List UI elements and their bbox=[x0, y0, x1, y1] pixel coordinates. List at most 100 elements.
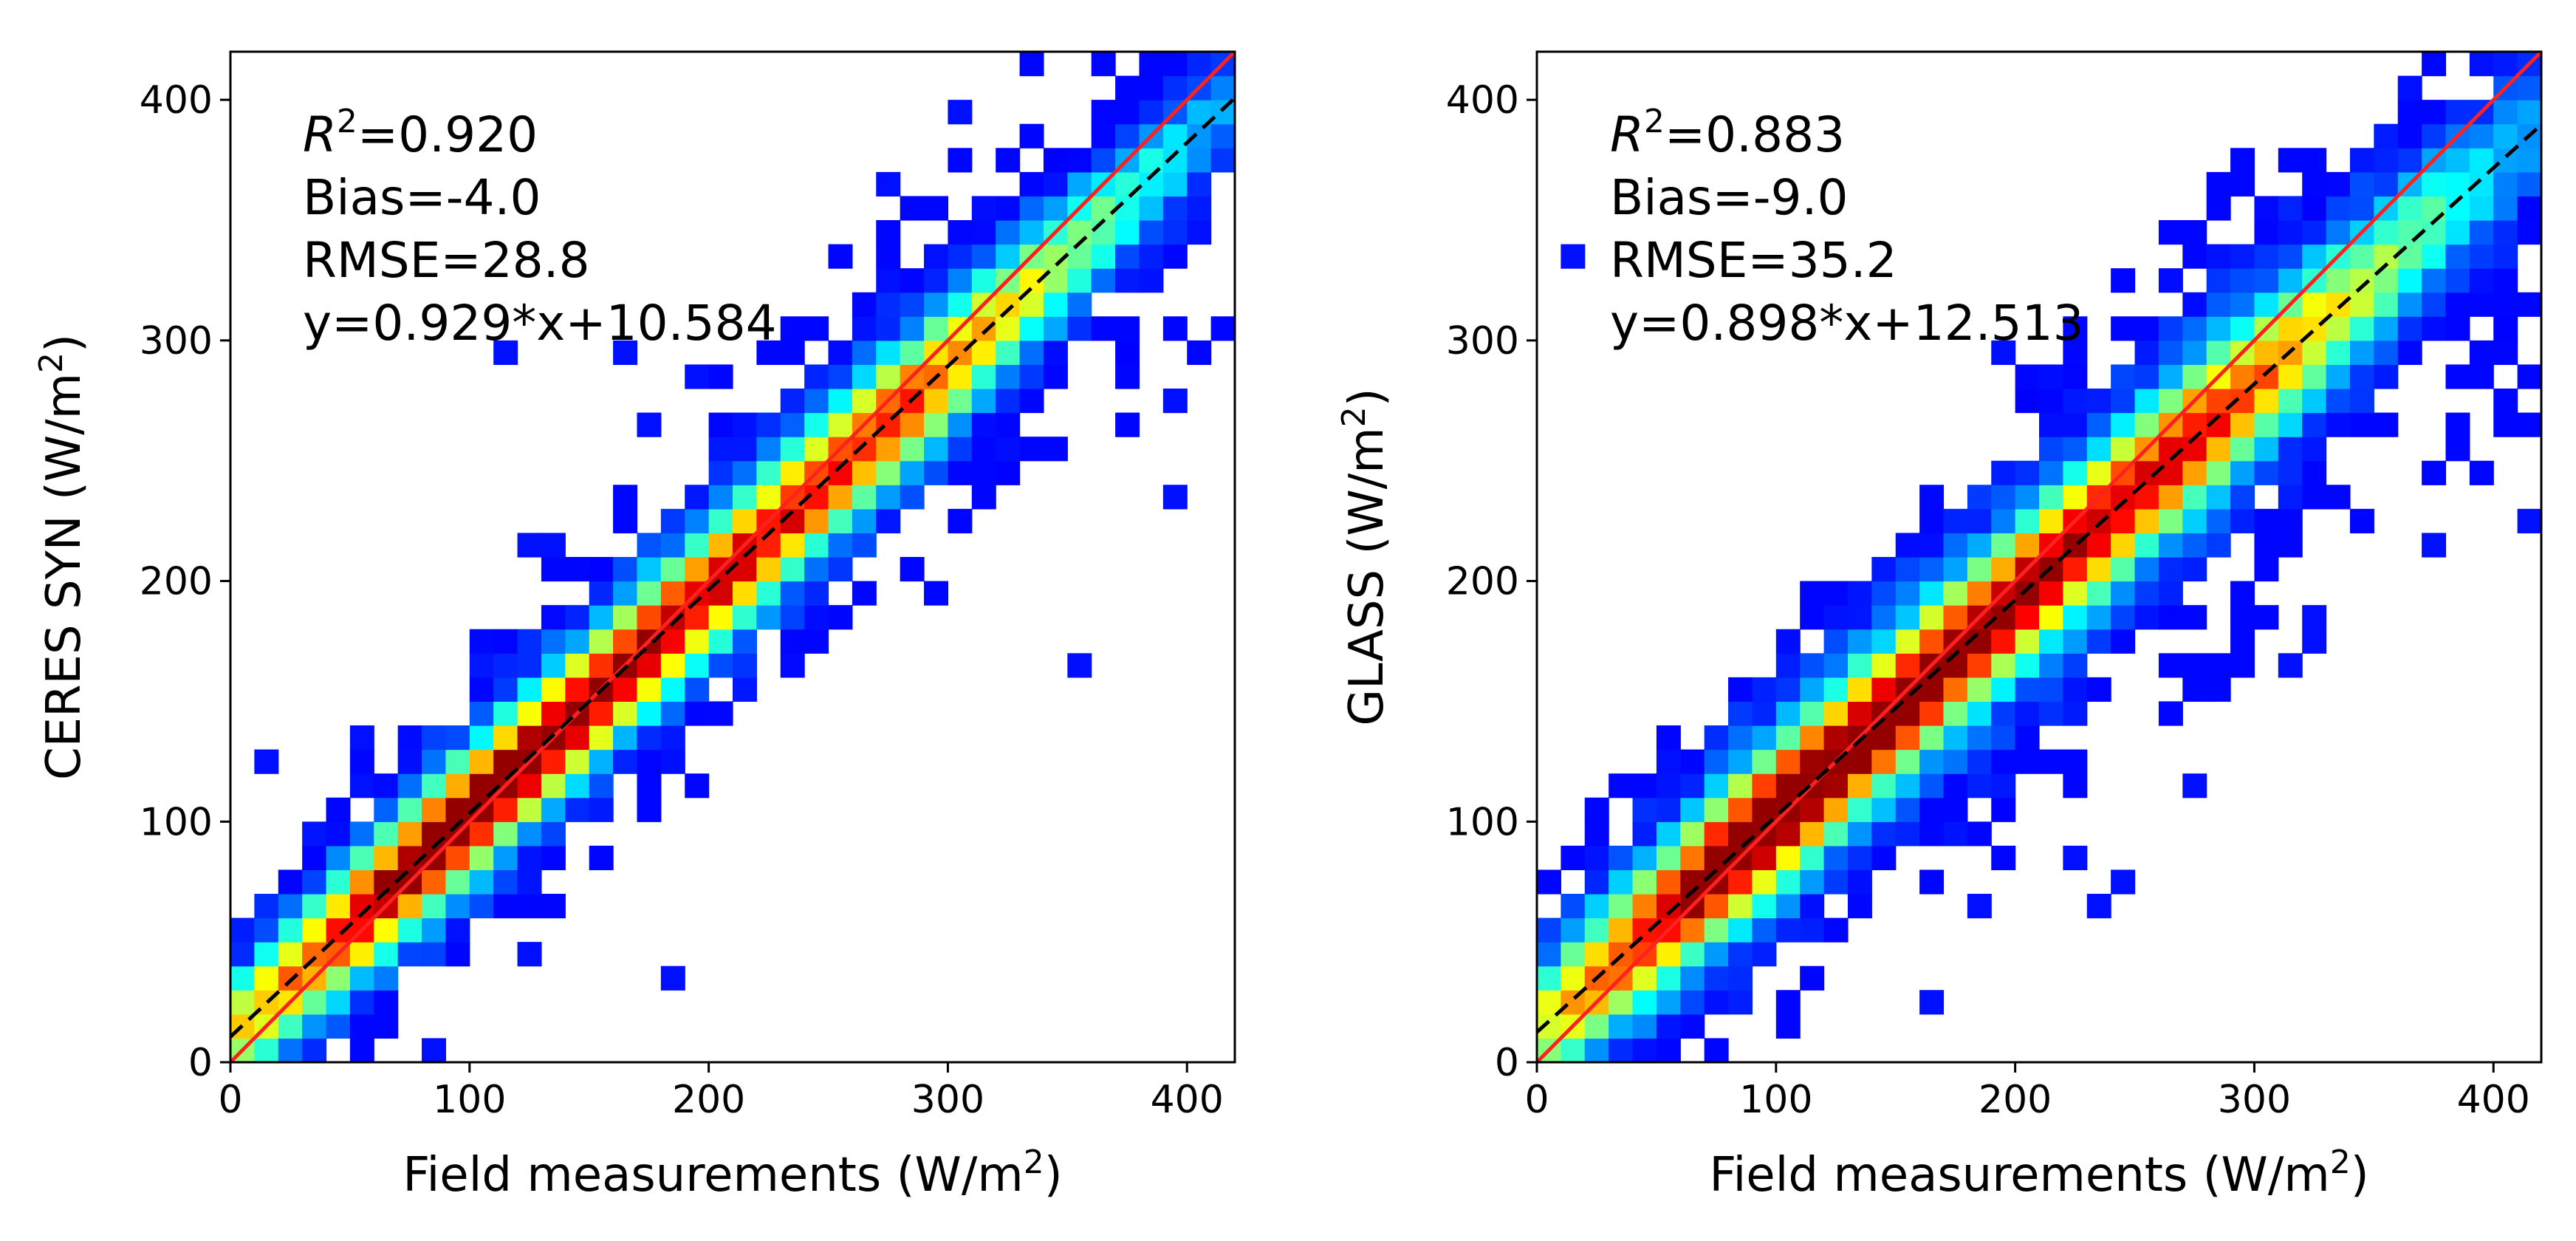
density-cell bbox=[230, 942, 255, 967]
density-cell bbox=[780, 412, 805, 437]
density-cell bbox=[1871, 797, 1897, 822]
density-cell bbox=[1609, 773, 1634, 799]
density-cell bbox=[1967, 677, 1992, 702]
density-cell bbox=[493, 725, 518, 751]
density-cell bbox=[2278, 460, 2303, 485]
density-cell bbox=[1704, 1038, 1729, 1062]
y-tick-label: 400 bbox=[140, 78, 213, 123]
x-tick-label: 200 bbox=[1979, 1078, 2052, 1122]
density-cell bbox=[422, 725, 447, 751]
density-cell bbox=[1871, 629, 1897, 654]
density-cell bbox=[1584, 869, 1609, 895]
density-cell bbox=[876, 244, 901, 269]
density-cell bbox=[804, 389, 829, 414]
density-cell bbox=[2063, 629, 2088, 654]
right-density-cells bbox=[1537, 52, 2541, 1062]
density-cell bbox=[1537, 917, 1561, 943]
density-cell bbox=[2397, 196, 2422, 221]
density-cell bbox=[1823, 605, 1849, 630]
density-cell bbox=[733, 508, 757, 534]
density-cell bbox=[756, 412, 781, 437]
density-cell bbox=[302, 869, 327, 895]
density-cell bbox=[374, 965, 399, 991]
density-cell bbox=[733, 557, 757, 582]
density-cell bbox=[2182, 533, 2207, 558]
density-cell bbox=[804, 316, 829, 341]
density-cell bbox=[2134, 557, 2159, 582]
density-cell bbox=[1632, 869, 1657, 895]
density-cell bbox=[2086, 605, 2111, 630]
density-cell bbox=[1991, 701, 2016, 726]
density-cell bbox=[469, 894, 494, 919]
density-cell bbox=[852, 533, 877, 558]
density-cell bbox=[733, 460, 757, 485]
density-cell bbox=[2182, 244, 2207, 269]
density-cell bbox=[2302, 412, 2327, 437]
density-cell bbox=[1919, 485, 1945, 510]
density-cell bbox=[828, 340, 853, 366]
density-cell bbox=[1115, 412, 1140, 437]
density-cell bbox=[493, 677, 518, 702]
density-cell bbox=[1752, 942, 1777, 967]
density-cell bbox=[685, 557, 710, 582]
density-cell bbox=[1775, 845, 1801, 871]
density-cell bbox=[2374, 340, 2399, 366]
density-cell bbox=[660, 725, 685, 751]
density-cell bbox=[900, 292, 925, 317]
density-cell bbox=[1800, 701, 1825, 726]
density-cell bbox=[780, 437, 805, 462]
density-cell bbox=[948, 460, 973, 485]
density-cell bbox=[1775, 677, 1801, 702]
density-cell bbox=[660, 581, 685, 606]
density-cell bbox=[1823, 629, 1849, 654]
right-one-to-one-line bbox=[1537, 52, 2541, 1062]
density-cell bbox=[1847, 773, 1872, 799]
density-cell bbox=[2422, 100, 2447, 125]
density-cell bbox=[493, 821, 518, 847]
density-cell bbox=[780, 557, 805, 582]
density-cell bbox=[1800, 725, 1825, 751]
density-cell bbox=[1991, 725, 2016, 751]
density-cell bbox=[493, 653, 518, 678]
density-cell bbox=[1067, 292, 1092, 317]
density-cell bbox=[2493, 220, 2518, 245]
density-cell bbox=[1991, 508, 2016, 534]
density-cell bbox=[1043, 437, 1068, 462]
left-r2-value: =0.920 bbox=[357, 106, 538, 163]
density-cell bbox=[1991, 629, 2016, 654]
density-cell bbox=[1823, 869, 1849, 895]
left-rmse-stat: RMSE=28.8 bbox=[303, 232, 590, 289]
density-cell bbox=[278, 942, 303, 967]
density-cell bbox=[2063, 364, 2088, 389]
density-cell bbox=[2278, 508, 2303, 534]
density-cell bbox=[1704, 773, 1729, 799]
density-cell bbox=[2349, 292, 2374, 317]
density-cell bbox=[1943, 508, 1968, 534]
density-cell bbox=[2206, 244, 2231, 269]
density-cell bbox=[517, 533, 542, 558]
density-cell bbox=[2278, 485, 2303, 510]
density-cell bbox=[517, 942, 542, 967]
density-cell bbox=[1019, 196, 1044, 221]
density-cell bbox=[2374, 220, 2399, 245]
density-cell bbox=[1919, 508, 1945, 534]
density-cell bbox=[2111, 581, 2136, 606]
density-cell bbox=[445, 797, 470, 822]
density-cell bbox=[1967, 581, 1992, 606]
density-cell bbox=[493, 845, 518, 871]
x-tick-label: 300 bbox=[911, 1078, 984, 1122]
density-cell bbox=[2039, 749, 2063, 774]
density-cell bbox=[397, 749, 422, 774]
density-cell bbox=[1115, 75, 1140, 100]
density-cell bbox=[685, 677, 710, 702]
y-tick-label: 300 bbox=[140, 319, 213, 363]
density-cell bbox=[2015, 605, 2040, 630]
density-cell bbox=[1752, 845, 1777, 871]
density-cell bbox=[2278, 148, 2303, 173]
density-cell bbox=[2254, 196, 2279, 221]
density-cell bbox=[1680, 773, 1705, 799]
density-cell bbox=[996, 340, 1021, 366]
density-cell bbox=[1895, 797, 1920, 822]
density-cell bbox=[1967, 533, 1992, 558]
density-cell bbox=[924, 244, 949, 269]
